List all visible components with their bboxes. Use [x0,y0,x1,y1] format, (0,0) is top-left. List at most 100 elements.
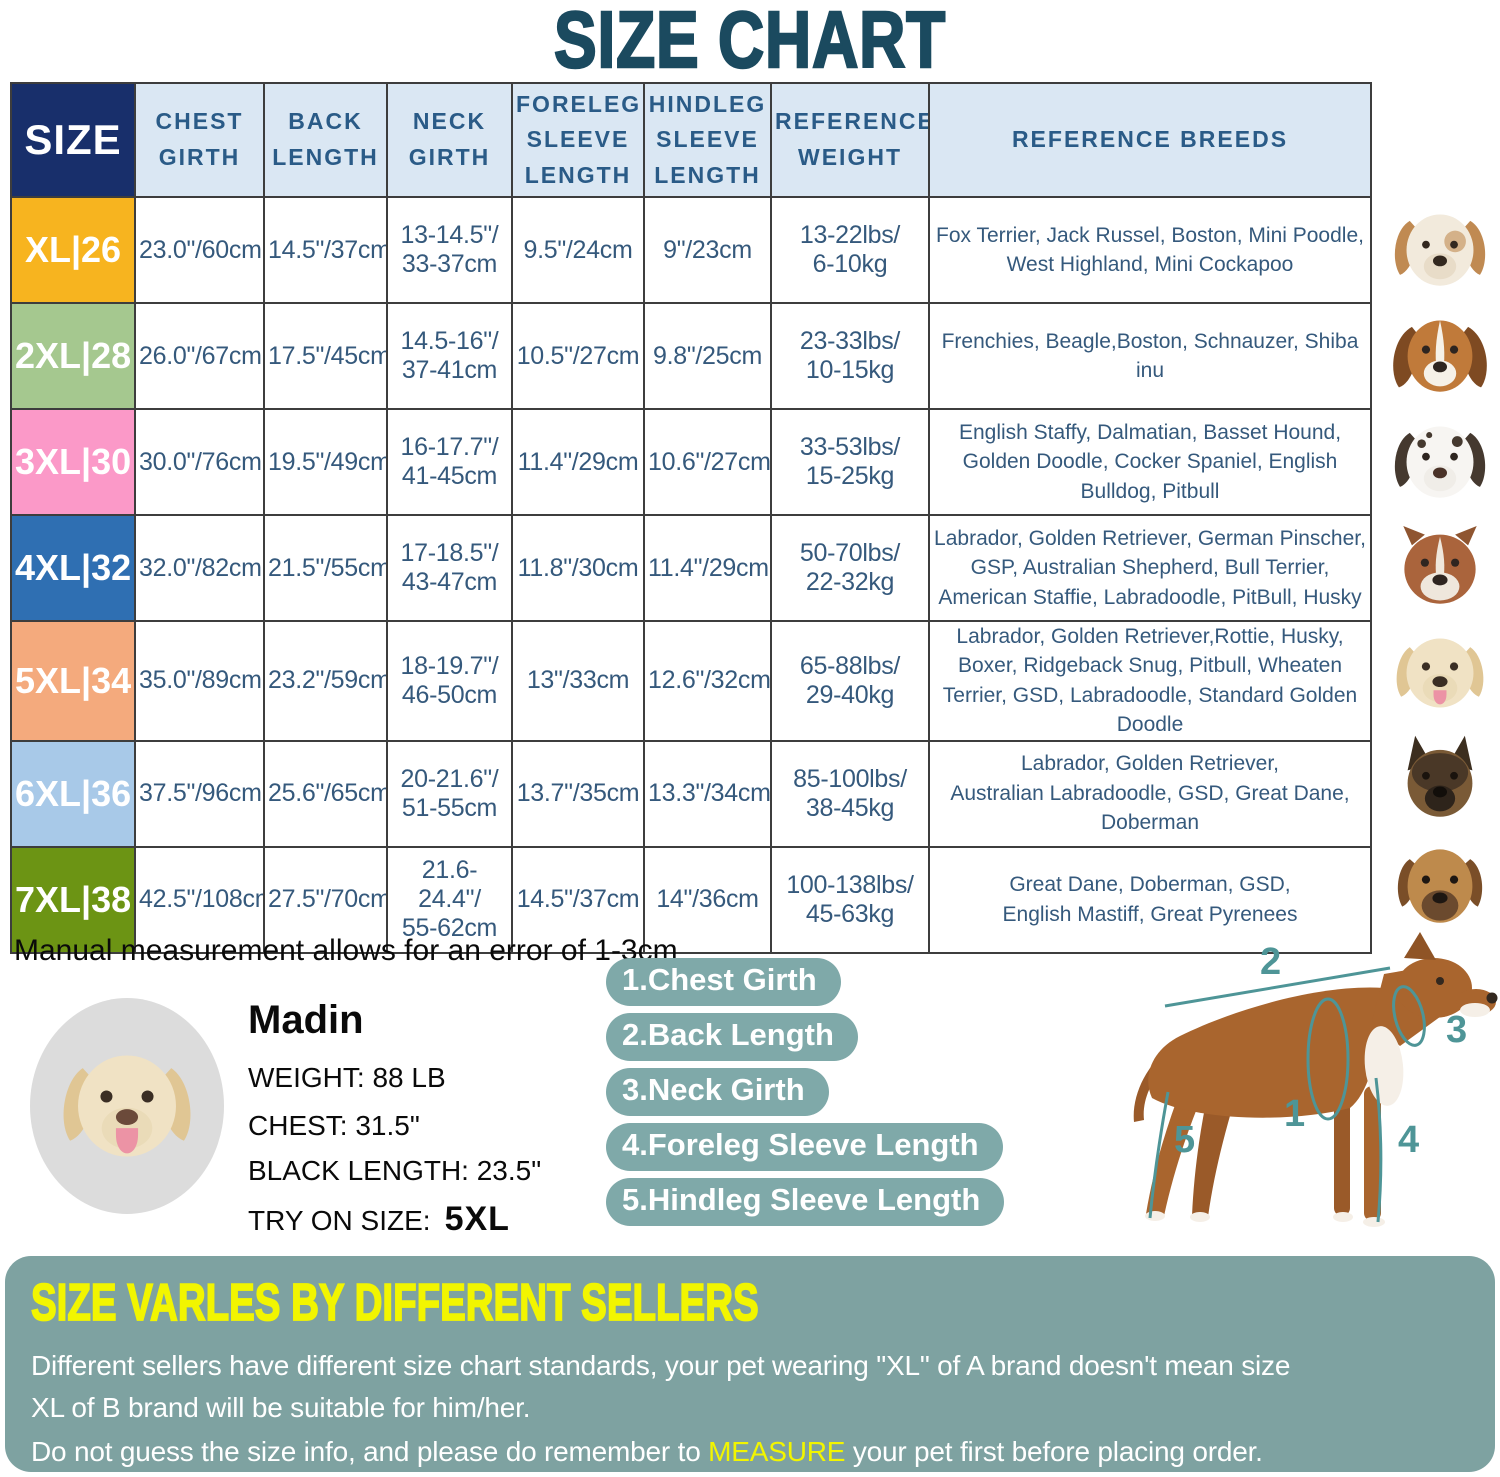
labrador-face-icon [63,1055,191,1157]
dog-photo-german-shepherd-icon [1386,729,1494,829]
size-badge: XL|26 [10,196,136,304]
col-header-reference-weight: REFERENCE WEIGHT [770,82,930,198]
dog-photo-fox-terrier-icon [1386,199,1494,299]
example-dog-name: Madin [248,998,364,1042]
size-badge: 4XL|32 [10,514,136,622]
dog-photo-pitbull-icon [1386,517,1494,617]
cell-foreleg-sleeve: 11.8"/30cm [511,514,645,622]
cell-reference-weight: 65-88lbs/ 29-40kg [770,620,930,742]
cell-back-length: 21.5"/55cm [263,514,388,622]
diagram-number-neck: 3 [1446,1009,1467,1051]
cell-reference-weight: 85-100lbs/ 38-45kg [770,739,930,848]
table-header-row: SIZE CHEST GIRTH BACK LENGTH NECK GIRTH … [10,82,1372,198]
size-badge: 6XL|36 [10,739,136,848]
footer-body-2-prefix: Do not guess the size info, and please d… [31,1435,709,1467]
page-title-wrap: SIZE CHART [0,0,1500,81]
cell-chest-girth: 37.5"/96cm [134,739,265,848]
diagram-number-chest: 1 [1284,1093,1305,1135]
cell-back-length: 27.5"/70cm [263,845,388,954]
cell-neck-girth: 16-17.7"/ 41-45cm [386,408,513,516]
cell-chest-girth: 30.0"/76cm [134,408,265,516]
diagram-number-hindleg: 5 [1174,1119,1195,1161]
table-row: 6XL|36 37.5"/96cm 25.6"/65cm 20-21.6"/ 5… [10,739,1372,848]
example-dog-photo [30,998,224,1214]
cell-hindleg-sleeve: 14"/36cm [643,845,772,954]
size-badge: 5XL|34 [10,620,136,742]
cell-hindleg-sleeve: 12.6"/32cm [643,620,772,742]
col-header-size: SIZE [10,82,136,198]
table-row: 7XL|38 42.5"/108cm 27.5"/70cm 21.6-24.4"… [10,845,1372,954]
cell-hindleg-sleeve: 9.8"/25cm [643,302,772,410]
cell-reference-weight: 33-53lbs/ 15-25kg [770,408,930,516]
measurement-pill-back-length: 2.Back Length [606,1013,858,1061]
measurement-pill-neck-girth: 3.Neck Girth [606,1068,829,1116]
footer-body-2-suffix: your pet first before placing order. [845,1435,1263,1467]
cell-foreleg-sleeve: 9.5"/24cm [511,196,645,304]
cell-back-length: 25.6"/65cm [263,739,388,848]
cell-foreleg-sleeve: 14.5"/37cm [511,845,645,954]
cell-hindleg-sleeve: 11.4"/29cm [643,514,772,622]
size-badge: 7XL|38 [10,845,136,954]
cell-reference-breeds: Labrador, Golden Retriever,Rottie, Husky… [928,620,1372,742]
dog-photo-labrador-icon [1386,623,1494,723]
col-header-reference-breeds: REFERENCE BREEDS [928,82,1372,198]
cell-back-length: 19.5"/49cm [263,408,388,516]
footer-body-2: Do not guess the size info, and please d… [31,1431,1471,1473]
cell-neck-girth: 14.5-16"/ 37-41cm [386,302,513,410]
example-chest: CHEST: 31.5" [248,1110,420,1141]
dog-photo-beagle-icon [1386,305,1494,405]
cell-foreleg-sleeve: 11.4"/29cm [511,408,645,516]
cell-hindleg-sleeve: 10.6"/27cm [643,408,772,516]
measurement-note: Manual measurement allows for an error o… [14,934,678,967]
cell-foreleg-sleeve: 13"/33cm [511,620,645,742]
cell-neck-girth: 13-14.5"/ 33-37cm [386,196,513,304]
dog-measurement-diagram: 1 2 3 4 5 [1133,932,1498,1227]
cell-reference-breeds: Fox Terrier, Jack Russel, Boston, Mini P… [928,196,1372,304]
diagram-number-foreleg: 4 [1398,1119,1419,1161]
cell-reference-breeds: Great Dane, Doberman, GSD, English Masti… [928,845,1372,954]
cell-neck-girth: 21.6-24.4"/ 55-62cm [386,845,513,954]
example-back-length: BLACK LENGTH: 23.5" [248,1155,542,1186]
cell-neck-girth: 18-19.7"/ 46-50cm [386,620,513,742]
cell-reference-breeds: Labrador, Golden Retriever, Australian L… [928,739,1372,848]
footer-heading: SIZE VARLES BY DIFFERENT SELLERS [30,1274,759,1332]
measurement-pill-hindleg-sleeve: 5.Hindleg Sleeve Length [606,1178,1005,1226]
dog-photo-great-dane-icon [1386,835,1494,935]
cell-chest-girth: 26.0"/67cm [134,302,265,410]
measurement-pill-foreleg-sleeve: 4.Foreleg Sleeve Length [606,1123,1003,1171]
cell-chest-girth: 42.5"/108cm [134,845,265,954]
size-table: SIZE CHEST GIRTH BACK LENGTH NECK GIRTH … [10,82,1372,954]
cell-reference-breeds: Frenchies, Beagle,Boston, Schnauzer, Shi… [928,302,1372,410]
diagram-number-back: 2 [1260,941,1281,983]
cell-reference-breeds: Labrador, Golden Retriever, German Pinsc… [928,514,1372,622]
cell-reference-weight: 100-138lbs/ 45-63kg [770,845,930,954]
cell-hindleg-sleeve: 13.3"/34cm [643,739,772,848]
col-header-hindleg-sleeve-length: HINDLEG SLEEVE LENGTH [643,82,772,198]
table-row: 4XL|32 32.0"/82cm 21.5"/55cm 17-18.5"/ 4… [10,514,1372,622]
cell-reference-breeds: English Staffy, Dalmatian, Basset Hound,… [928,408,1372,516]
cell-chest-girth: 23.0"/60cm [134,196,265,304]
try-on-value: 5XL [444,1200,510,1238]
table-row: 2XL|28 26.0"/67cm 17.5"/45cm 14.5-16"/ 3… [10,302,1372,410]
footer-panel: SIZE VARLES BY DIFFERENT SELLERS Differe… [5,1256,1495,1472]
footer-body-1: Different sellers have different size ch… [31,1349,1291,1423]
measurement-pill-chest-girth: 1.Chest Girth [606,958,841,1006]
cell-neck-girth: 20-21.6"/ 51-55cm [386,739,513,848]
cell-reference-weight: 13-22lbs/ 6-10kg [770,196,930,304]
size-badge: 3XL|30 [10,408,136,516]
cell-back-length: 14.5"/37cm [263,196,388,304]
col-header-chest-girth: CHEST GIRTH [134,82,265,198]
table-row: 3XL|30 30.0"/76cm 19.5"/49cm 16-17.7"/ 4… [10,408,1372,516]
cell-neck-girth: 17-18.5"/ 43-47cm [386,514,513,622]
cell-hindleg-sleeve: 9"/23cm [643,196,772,304]
example-weight: WEIGHT: 88 LB [248,1062,446,1093]
cell-back-length: 17.5"/45cm [263,302,388,410]
try-on-label: TRY ON SIZE: [248,1205,431,1236]
cell-back-length: 23.2"/59cm [263,620,388,742]
measurement-legend: 1.Chest Girth 2.Back Length 3.Neck Girth… [606,958,1005,1226]
table-row: XL|26 23.0"/60cm 14.5"/37cm 13-14.5"/ 33… [10,196,1372,304]
col-header-neck-girth: NECK GIRTH [386,82,513,198]
cell-chest-girth: 35.0"/89cm [134,620,265,742]
example-try-on-size: TRY ON SIZE: 5XL [248,1200,510,1239]
